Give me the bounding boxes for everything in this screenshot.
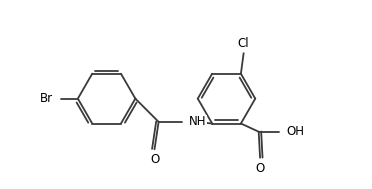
Text: O: O xyxy=(256,162,265,175)
Text: O: O xyxy=(150,153,159,166)
Text: NH: NH xyxy=(189,115,206,128)
Text: OH: OH xyxy=(286,125,304,138)
Text: Cl: Cl xyxy=(238,37,250,50)
Text: Br: Br xyxy=(40,92,53,105)
